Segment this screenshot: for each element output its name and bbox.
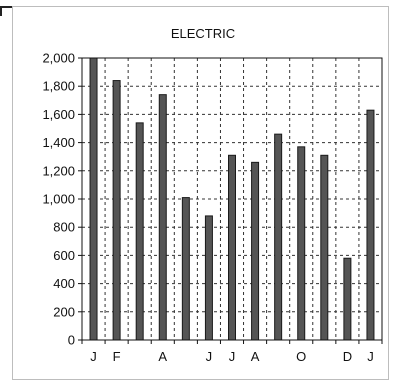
y-tick-label: 1,400	[42, 135, 75, 150]
bar-A	[251, 161, 260, 341]
bar-J	[89, 57, 98, 341]
x-tick-label: D	[343, 349, 352, 364]
y-tick-label: 2,000	[42, 51, 75, 66]
bar-D	[343, 257, 352, 341]
bars	[89, 57, 375, 341]
x-tick-label: O	[296, 349, 306, 364]
y-tick-labels: 0 200 400 600 800 1,000 1,200 1,400 1,600 1,800 2,…	[42, 51, 75, 348]
x-tick-label: F	[113, 349, 121, 364]
y-tick-label: 1,200	[42, 163, 75, 178]
bar-A	[158, 94, 167, 341]
y-tick-label: 0	[68, 333, 75, 348]
plot-border	[81, 57, 383, 341]
x-tick-label: J	[229, 349, 236, 364]
chart-title: ELECTRIC	[171, 26, 235, 41]
y-tick-label: 400	[53, 276, 75, 291]
bar-J	[366, 109, 375, 341]
y-tick-label: 800	[53, 220, 75, 235]
corner-mark	[0, 6, 20, 16]
bar-S	[274, 133, 283, 341]
y-tick-label: 200	[53, 304, 75, 319]
y-tick-label: 600	[53, 248, 75, 263]
y-tick-label: 1,000	[42, 192, 75, 207]
bar-F	[112, 80, 121, 341]
x-tick-label: J	[367, 349, 374, 364]
x-tick-label: J	[206, 349, 213, 364]
bar-J	[228, 154, 236, 341]
axes	[78, 57, 383, 344]
x-tick-label: J	[90, 349, 97, 364]
y-tick-label: 1,600	[42, 107, 75, 122]
x-tick-label: A	[251, 349, 260, 364]
bar-M	[181, 197, 190, 341]
bar-O	[297, 146, 306, 341]
x-tick-label: A	[158, 349, 167, 364]
y-tick-label: 1,800	[42, 79, 75, 94]
bar-J	[204, 215, 213, 341]
bar-N	[320, 154, 329, 341]
bar-M	[135, 122, 144, 341]
